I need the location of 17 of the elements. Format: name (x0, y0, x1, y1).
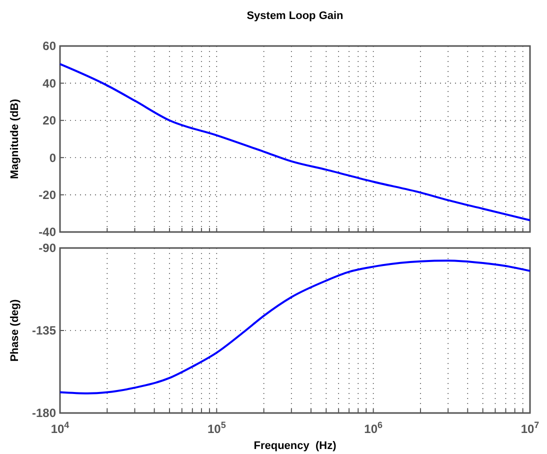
y-tick-label: 0 (49, 150, 56, 165)
x-axis-title: Frequency (Hz) (254, 440, 337, 452)
chart-title: System Loop Gain (246, 10, 344, 22)
y-tick-label: -20 (38, 188, 56, 202)
y-tick-label: 20 (42, 114, 56, 128)
y-tick-label: 60 (42, 39, 56, 54)
y-tick-label: -90 (38, 241, 56, 256)
x-tick-label: 10$^{4}$ (50, 420, 70, 436)
x-tick-label: 10$^{7}$ (520, 420, 540, 436)
y-tick-label: -180 (32, 406, 56, 420)
y-tick-label: 40 (42, 76, 56, 90)
y-tick-label: -40 (38, 225, 56, 240)
x-tick-label: 10$^{5}$ (207, 420, 226, 436)
y-axis-title: Phase (deg) (9, 298, 21, 362)
x-tick-label: 10$^{6}$ (364, 420, 383, 436)
y-axis-title: Magnitude (dB) (9, 98, 21, 180)
y-tick-label: -135 (32, 324, 56, 338)
